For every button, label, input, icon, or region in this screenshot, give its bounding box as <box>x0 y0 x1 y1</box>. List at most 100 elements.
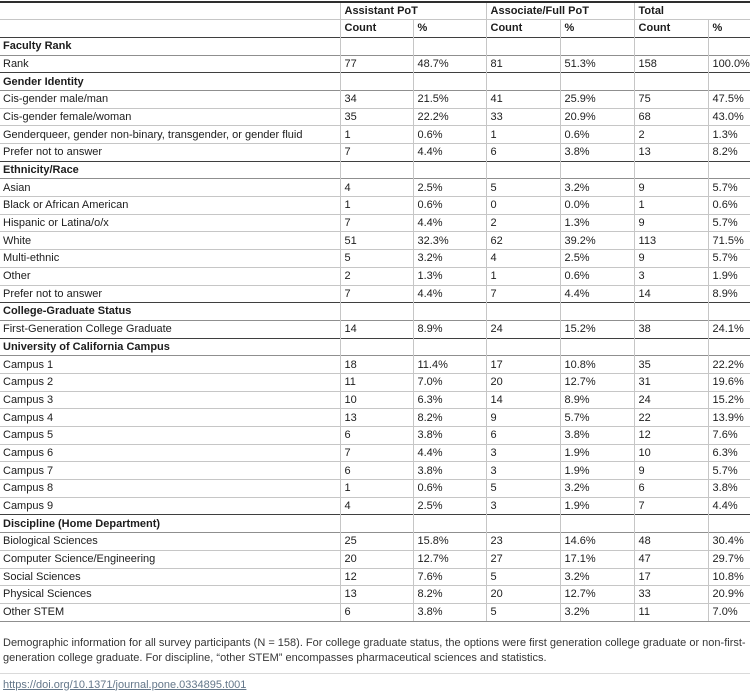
value-cell: 2.5% <box>412 178 487 197</box>
value-cell: 5.7% <box>707 213 750 232</box>
empty-corner-cell <box>0 19 340 38</box>
value-cell: 22.2% <box>412 107 487 126</box>
value-cell: 1.3% <box>707 125 750 144</box>
row-label: Campus 6 <box>0 443 340 462</box>
section-title: Faculty Rank <box>0 36 340 56</box>
value-cell: 41 <box>485 89 561 109</box>
empty-cell <box>633 72 709 91</box>
value-cell: 22 <box>633 408 709 427</box>
row-label: Campus 1 <box>0 355 340 374</box>
value-cell: 48.7% <box>412 54 487 73</box>
empty-cell <box>339 302 413 321</box>
section-row: College-Graduate Status <box>0 302 750 321</box>
value-cell: 5 <box>485 602 561 622</box>
value-cell: 77 <box>339 54 413 73</box>
value-cell: 2.5% <box>412 496 487 515</box>
value-cell: 4 <box>339 496 413 515</box>
value-cell: 35 <box>633 355 709 374</box>
value-cell: 7 <box>339 143 413 162</box>
table-row: Multi-ethnic 5 3.2% 4 2.5% 9 5.7% <box>0 249 750 268</box>
value-cell: 3.2% <box>559 479 635 498</box>
value-cell: 2 <box>485 213 561 232</box>
table-row: Campus 2 11 7.0% 20 12.7% 31 19.6% <box>0 372 750 392</box>
row-label: Social Sciences <box>0 567 340 586</box>
value-cell: 32.3% <box>412 231 487 250</box>
value-cell: 14 <box>485 390 561 409</box>
empty-cell <box>707 302 750 321</box>
value-cell: 33 <box>633 585 709 604</box>
value-cell: 47 <box>633 549 709 568</box>
empty-cell <box>412 514 487 533</box>
value-cell: 9 <box>633 213 709 232</box>
empty-cell <box>485 514 561 533</box>
value-cell: 5 <box>485 567 561 586</box>
value-cell: 81 <box>485 54 561 73</box>
value-cell: 8.9% <box>559 390 635 409</box>
table-row: Physical Sciences 13 8.2% 20 12.7% 33 20.9% <box>0 585 750 604</box>
value-cell: 8.2% <box>412 408 487 427</box>
empty-cell <box>633 36 709 56</box>
value-cell: 158 <box>633 54 709 73</box>
value-cell: 7 <box>485 284 561 303</box>
value-cell: 10 <box>633 443 709 462</box>
value-cell: 1 <box>339 125 413 144</box>
section-row: Discipline (Home Department) <box>0 514 750 533</box>
value-cell: 0.6% <box>559 266 635 285</box>
section-row: Faculty Rank <box>0 36 750 56</box>
table-row: Campus 6 7 4.4% 3 1.9% 10 6.3% <box>0 443 750 462</box>
value-cell: 19.6% <box>707 372 750 392</box>
row-label: Campus 5 <box>0 426 340 445</box>
empty-cell <box>633 337 709 356</box>
row-label: Physical Sciences <box>0 585 340 604</box>
value-cell: 24 <box>485 319 561 339</box>
table-row: White 51 32.3% 62 39.2% 113 71.5% <box>0 231 750 250</box>
value-cell: 0 <box>485 196 561 215</box>
table-row: First-Generation College Graduate 14 8.9% 2… <box>0 319 750 339</box>
empty-cell <box>707 337 750 356</box>
value-cell: 13 <box>633 143 709 162</box>
value-cell: 6.3% <box>412 390 487 409</box>
empty-cell <box>412 72 487 91</box>
value-cell: 20.9% <box>559 107 635 126</box>
value-cell: 3 <box>485 461 561 480</box>
value-cell: 2 <box>633 125 709 144</box>
row-label: Campus 3 <box>0 390 340 409</box>
row-label: First-Generation College Graduate <box>0 319 340 339</box>
row-label: Black or African American <box>0 196 340 215</box>
value-cell: 0.6% <box>707 196 750 215</box>
section-title: Discipline (Home Department) <box>0 514 340 533</box>
table-row: Campus 5 6 3.8% 6 3.8% 12 7.6% <box>0 426 750 445</box>
doi-link[interactable]: https://doi.org/10.1371/journal.pone.033… <box>3 678 247 691</box>
row-label: Other STEM <box>0 602 340 622</box>
value-cell: 12 <box>633 426 709 445</box>
value-cell: 4.4% <box>412 284 487 303</box>
value-cell: 7 <box>339 284 413 303</box>
table-row: Computer Science/Engineering 20 12.7% 27 17.… <box>0 549 750 568</box>
column-group-assistant: Assistant PoT <box>339 2 487 20</box>
value-cell: 6 <box>633 479 709 498</box>
value-cell: 0.6% <box>412 125 487 144</box>
value-cell: 9 <box>485 408 561 427</box>
value-cell: 6.3% <box>707 443 750 462</box>
row-label: Multi-ethnic <box>0 249 340 268</box>
value-cell: 8.2% <box>412 585 487 604</box>
value-cell: 1 <box>339 196 413 215</box>
value-cell: 7 <box>339 443 413 462</box>
value-cell: 4 <box>339 178 413 197</box>
value-cell: 3.8% <box>559 426 635 445</box>
value-cell: 17 <box>485 355 561 374</box>
value-cell: 5 <box>485 479 561 498</box>
value-cell: 12 <box>339 567 413 586</box>
table-row: Black or African American 1 0.6% 0 0.0% 1 0.6% <box>0 196 750 215</box>
empty-cell <box>559 160 635 179</box>
value-cell: 29.7% <box>707 549 750 568</box>
row-label: Asian <box>0 178 340 197</box>
value-cell: 39.2% <box>559 231 635 250</box>
column-group-associate-full: Associate/Full PoT <box>485 2 635 20</box>
value-cell: 5 <box>485 178 561 197</box>
empty-cell <box>707 72 750 91</box>
table-row: Other STEM 6 3.8% 5 3.2% 11 7.0% <box>0 602 750 622</box>
value-cell: 2.5% <box>559 249 635 268</box>
value-cell: 12.7% <box>559 372 635 392</box>
empty-cell <box>412 36 487 56</box>
